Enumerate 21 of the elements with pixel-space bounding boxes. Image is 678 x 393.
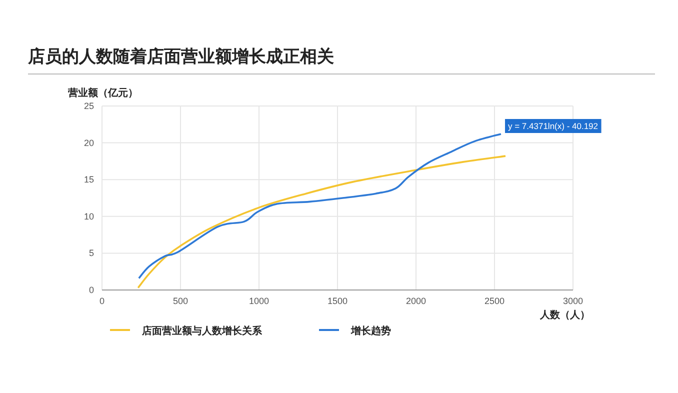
x-tick-label: 2000 xyxy=(406,296,426,306)
y-tick-label: 10 xyxy=(84,211,94,222)
y-tick-label: 0 xyxy=(88,285,94,295)
y-tick-label: 25 xyxy=(84,101,94,111)
x-tick-label: 1500 xyxy=(327,296,348,306)
legend-label: 店面营业额与人数增长关系 xyxy=(141,325,263,337)
x-tick-label: 0 xyxy=(99,296,105,306)
line-series xyxy=(138,133,502,280)
x-tick-label: 3000 xyxy=(562,296,584,306)
x-tick-label: 2500 xyxy=(484,296,505,306)
chart-title: 店员的人数随着店面营业额增长成正相关 xyxy=(27,47,334,66)
y-axis-title: 营业额（亿元） xyxy=(67,87,138,99)
y-tick-label: 20 xyxy=(84,138,94,148)
x-tick-label: 500 xyxy=(172,296,188,306)
y-tick-label: 5 xyxy=(88,248,94,258)
legend-label: 增长趋势 xyxy=(350,325,391,337)
y-tick-label: 15 xyxy=(84,174,94,185)
annotation: y = 7.4371ln(x) - 40.192 xyxy=(508,121,598,131)
x-tick-label: 1000 xyxy=(248,296,270,306)
line-series xyxy=(137,155,506,289)
x-axis-title: 人数（人） xyxy=(539,309,590,321)
